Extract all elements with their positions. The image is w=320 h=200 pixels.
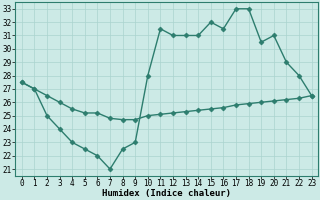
X-axis label: Humidex (Indice chaleur): Humidex (Indice chaleur) <box>102 189 231 198</box>
